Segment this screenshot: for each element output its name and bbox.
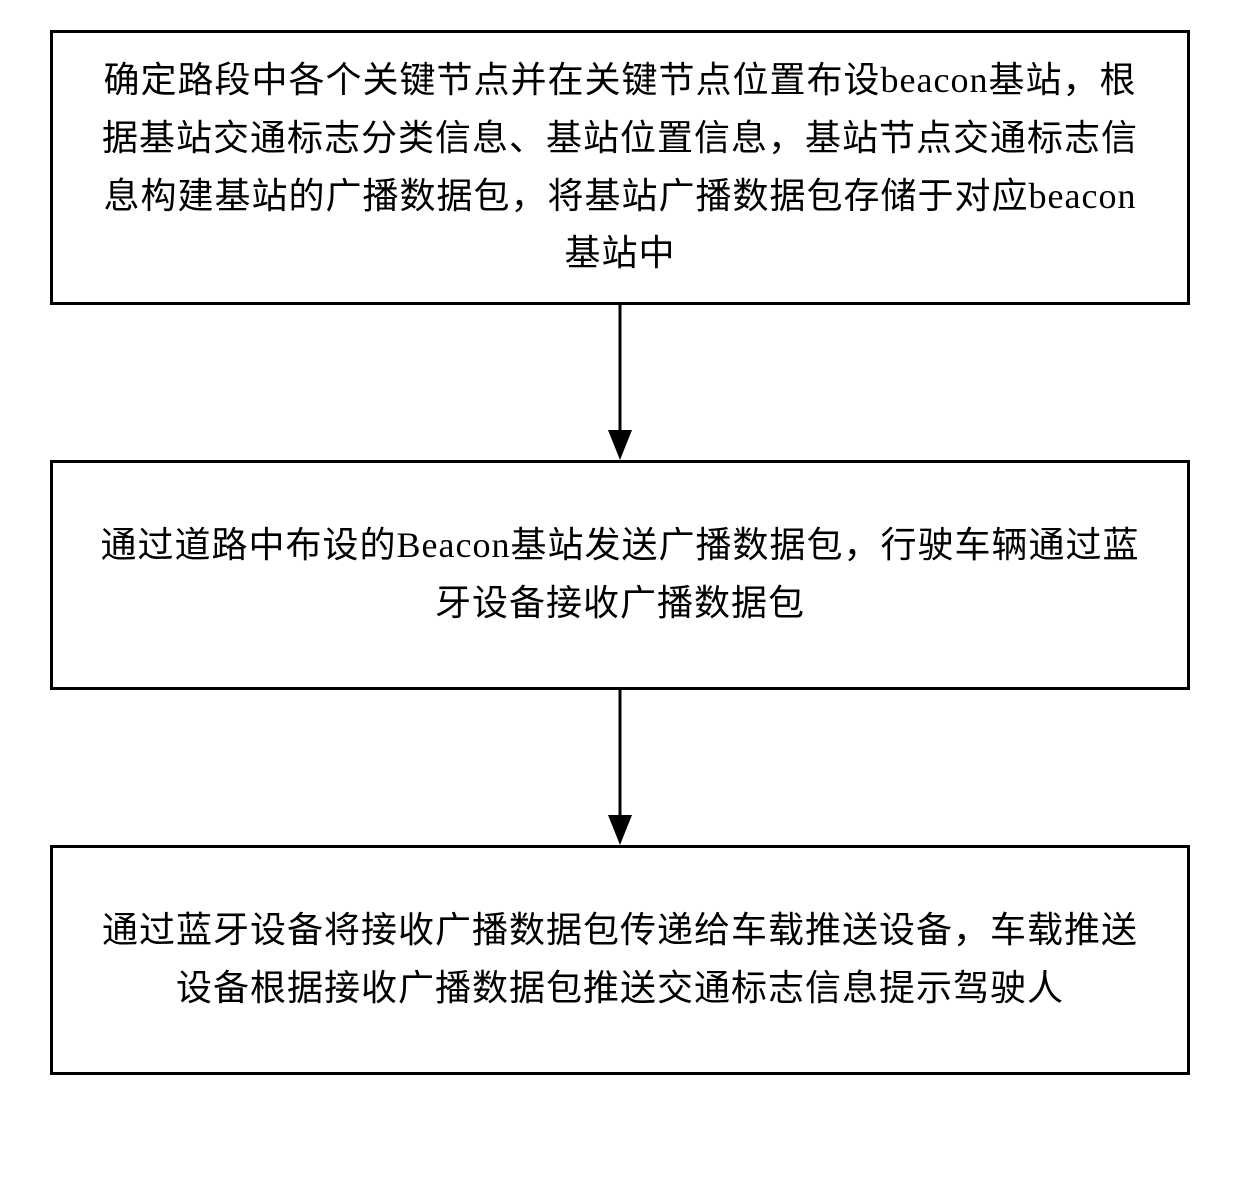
flow-arrow-1: [50, 305, 1190, 460]
flow-step-3-text: 通过蓝牙设备将接收广播数据包传递给车载推送设备，车载推送设备根据接收广播数据包推…: [93, 902, 1147, 1017]
arrow-down-icon: [600, 690, 640, 845]
flow-step-2: 通过道路中布设的Beacon基站发送广播数据包，行驶车辆通过蓝牙设备接收广播数据…: [50, 460, 1190, 690]
flowchart-container: 确定路段中各个关键节点并在关键节点位置布设beacon基站，根据基站交通标志分类…: [50, 30, 1190, 1075]
arrow-down-icon: [600, 305, 640, 460]
flow-step-1-text: 确定路段中各个关键节点并在关键节点位置布设beacon基站，根据基站交通标志分类…: [93, 52, 1147, 282]
flow-step-1: 确定路段中各个关键节点并在关键节点位置布设beacon基站，根据基站交通标志分类…: [50, 30, 1190, 305]
flow-arrow-2: [50, 690, 1190, 845]
flow-step-2-text: 通过道路中布设的Beacon基站发送广播数据包，行驶车辆通过蓝牙设备接收广播数据…: [93, 517, 1147, 632]
flow-step-3: 通过蓝牙设备将接收广播数据包传递给车载推送设备，车载推送设备根据接收广播数据包推…: [50, 845, 1190, 1075]
